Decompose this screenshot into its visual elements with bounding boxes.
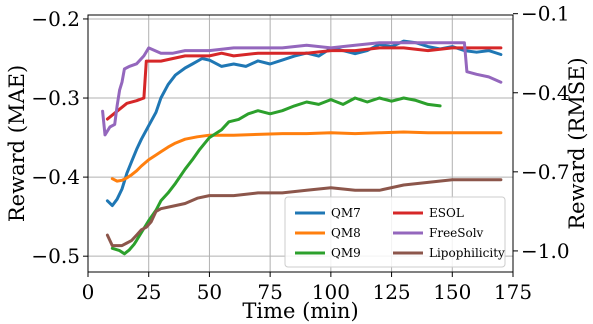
legend-label-lipophilicity: Lipophilicity [429, 246, 505, 260]
left-y-tick-label: −0.5 [31, 244, 80, 268]
legend-label-qm7: QM7 [331, 206, 361, 220]
series-line-freesolv [101, 41, 503, 137]
legend-label-esol: ESOL [429, 206, 464, 220]
legend-label-qm8: QM8 [331, 226, 361, 240]
axis-ticks: 0 25 50 75 100 125 150 175 −0.2 −0.3 −0.4 −0.5 −0.1 −… [31, 2, 569, 304]
right-y-axis-label: Reward (RMSE) [565, 57, 589, 229]
right-y-tick-label: −0.4 [521, 81, 570, 105]
right-y-tick-label: −0.1 [521, 2, 570, 26]
right-y-tick-label: −0.7 [521, 160, 570, 184]
plot-area-frame [87, 14, 514, 273]
legend-label-freesolv: FreeSolv [429, 226, 484, 240]
x-tick-label: 175 [494, 280, 532, 304]
series-lines [101, 39, 503, 256]
legend: QM7 ESOL QM8 FreeSolv QM9 Lipophilicity [284, 196, 506, 268]
series-line-qm8 [110, 130, 503, 183]
right-y-tick-label: −1.0 [521, 239, 570, 263]
series-line-esol [105, 46, 503, 121]
x-tick-label: 50 [197, 280, 222, 304]
legend-label-qm9: QM9 [331, 246, 361, 260]
left-y-axis-label: Reward (MAE) [5, 65, 29, 222]
series-line-lipophilicity [105, 178, 503, 248]
x-tick-label: 75 [257, 280, 282, 304]
left-y-tick-label: −0.3 [31, 86, 80, 110]
x-tick-label: 25 [136, 280, 161, 304]
x-tick-label: 150 [433, 280, 471, 304]
x-tick-label: 100 [312, 280, 350, 304]
left-y-tick-label: −0.2 [31, 7, 80, 31]
x-tick-label: 125 [372, 280, 410, 304]
series-line-qm9 [110, 96, 442, 256]
left-y-tick-label: −0.4 [31, 165, 80, 189]
x-axis-label: Time (min) [242, 299, 358, 323]
x-tick-label: 0 [82, 280, 95, 304]
